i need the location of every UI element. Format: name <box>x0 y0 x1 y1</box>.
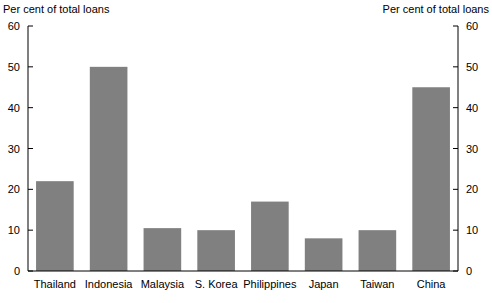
y-tick-label: 10 <box>8 224 20 236</box>
chart: Thailand Indonesia Malaysia S. Korea Philipp… <box>0 0 492 303</box>
x-tick-label: S. Korea <box>195 278 239 290</box>
y-tick-right <box>453 148 458 149</box>
y-tick-label-right: 0 <box>466 265 472 277</box>
bar <box>36 181 74 271</box>
y-tick-label: 40 <box>8 102 20 114</box>
y-tick-label: 30 <box>8 143 20 155</box>
y-tick-label-right: 60 <box>466 20 478 32</box>
y-tick-right <box>453 26 458 27</box>
y-tick-label-right: 10 <box>466 224 478 236</box>
y-tick <box>28 107 33 108</box>
y-tick-label-right: 50 <box>466 61 478 73</box>
bar <box>90 67 128 271</box>
y-tick-label-right: 20 <box>466 183 478 195</box>
bar <box>144 228 182 271</box>
y-tick-label: 60 <box>8 20 20 32</box>
x-axis <box>28 271 458 272</box>
x-tick-label: Japan <box>309 278 339 290</box>
y-tick <box>28 148 33 149</box>
y-tick <box>28 26 33 27</box>
y-tick-right <box>453 66 458 67</box>
y-axis-label-right: Per cent of total loans <box>383 3 490 15</box>
y-tick-label: 0 <box>14 265 20 277</box>
y-tick <box>28 271 33 272</box>
x-tick-label: Philippines <box>243 278 297 290</box>
x-tick-label: Indonesia <box>85 278 134 290</box>
bars <box>36 67 450 271</box>
y-tick-right <box>453 230 458 231</box>
y-tick <box>28 230 33 231</box>
y-tick-right <box>453 271 458 272</box>
x-tick-label: Thailand <box>34 278 76 290</box>
y-tick-label-right: 30 <box>466 143 478 155</box>
bar <box>359 230 397 271</box>
bar <box>251 202 289 271</box>
bar <box>412 87 450 271</box>
y-tick <box>28 66 33 67</box>
y-axis-label: Per cent of total loans <box>3 3 110 15</box>
bar <box>305 238 343 271</box>
bar <box>197 230 235 271</box>
y-tick-right <box>453 189 458 190</box>
y-tick-label: 50 <box>8 61 20 73</box>
y-tick-label-right: 40 <box>466 102 478 114</box>
y-tick <box>28 189 33 190</box>
x-tick-label: China <box>417 278 447 290</box>
y-tick-right <box>453 107 458 108</box>
y-tick-label: 20 <box>8 183 20 195</box>
x-tick-label: Taiwan <box>360 278 394 290</box>
x-tick-label: Malaysia <box>141 278 185 290</box>
